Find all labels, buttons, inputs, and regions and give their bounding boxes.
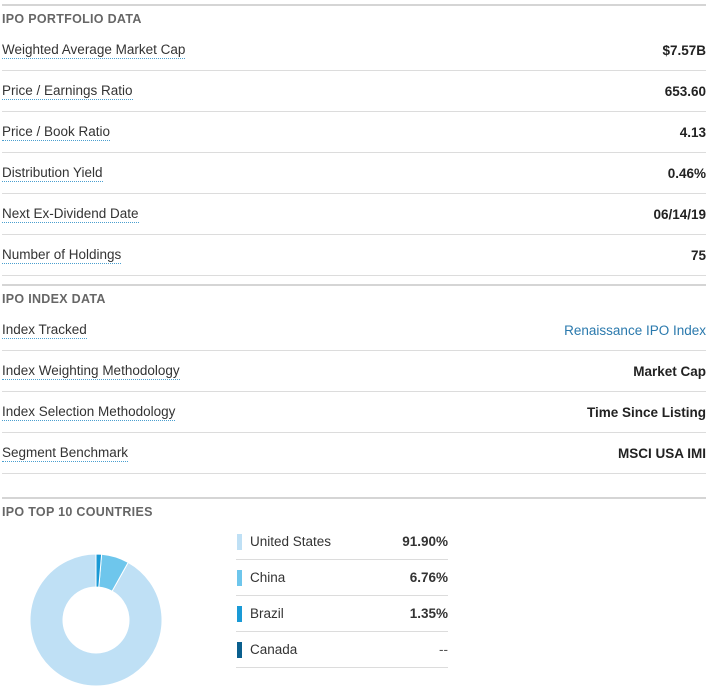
pb-ratio-label[interactable]: Price / Book Ratio	[2, 123, 111, 141]
country-name: China	[250, 570, 286, 585]
pb-ratio-value: 4.13	[679, 124, 706, 140]
segment-benchmark-value: MSCI USA IMI	[617, 445, 706, 461]
legend-item-canada: Canada --	[236, 632, 448, 668]
legend-swatch	[237, 569, 242, 586]
country-name: Brazil	[250, 606, 284, 621]
portfolio-row-holdings: Number of Holdings 75	[2, 235, 706, 276]
country-pct: --	[439, 642, 448, 657]
legend-item-united-states: United States 91.90%	[236, 524, 448, 560]
index-row-selection: Index Selection Methodology Time Since L…	[2, 392, 706, 433]
portfolio-row-distribution-yield: Distribution Yield 0.46%	[2, 153, 706, 194]
index-data-title: IPO INDEX DATA	[2, 284, 706, 310]
donut-slice-brazil[interactable]	[95, 553, 103, 588]
distribution-yield-value: 0.46%	[667, 165, 706, 181]
country-name: United States	[250, 534, 332, 549]
donut-slice-united-states[interactable]	[29, 553, 163, 687]
pe-ratio-value: 653.60	[664, 83, 706, 99]
index-row-benchmark: Segment Benchmark MSCI USA IMI	[2, 433, 706, 474]
portfolio-row-pe-ratio: Price / Earnings Ratio 653.60	[2, 71, 706, 112]
legend-swatch	[237, 605, 242, 622]
countries-legend: United States 91.90% China 6.76% Brazil …	[236, 524, 448, 668]
top-countries-section: IPO TOP 10 COUNTRIES	[2, 497, 706, 523]
holdings-label[interactable]: Number of Holdings	[2, 246, 122, 264]
market-cap-value: $7.57B	[662, 42, 706, 58]
donut-slice-china[interactable]	[98, 553, 129, 592]
countries-donut-chart	[29, 553, 163, 687]
index-row-weighting: Index Weighting Methodology Market Cap	[2, 351, 706, 392]
index-row-tracked: Index Tracked Renaissance IPO Index	[2, 310, 706, 351]
portfolio-row-pb-ratio: Price / Book Ratio 4.13	[2, 112, 706, 153]
legend-swatch	[237, 533, 242, 550]
ex-dividend-date-value: 06/14/19	[653, 206, 706, 222]
legend-swatch	[237, 641, 242, 658]
portfolio-row-market-cap: Weighted Average Market Cap $7.57B	[2, 30, 706, 71]
index-data-section: IPO INDEX DATA Index Tracked Renaissance…	[2, 284, 706, 474]
legend-item-china: China 6.76%	[236, 560, 448, 596]
top-countries-title: IPO TOP 10 COUNTRIES	[2, 497, 706, 523]
market-cap-label[interactable]: Weighted Average Market Cap	[2, 41, 186, 59]
country-pct: 1.35%	[409, 606, 448, 621]
distribution-yield-label[interactable]: Distribution Yield	[2, 164, 103, 182]
country-name: Canada	[250, 642, 298, 657]
portfolio-row-ex-dividend-date: Next Ex-Dividend Date 06/14/19	[2, 194, 706, 235]
weighting-methodology-value: Market Cap	[633, 363, 706, 379]
legend-item-brazil: Brazil 1.35%	[236, 596, 448, 632]
portfolio-data-title: IPO PORTFOLIO DATA	[2, 4, 706, 30]
ex-dividend-date-label[interactable]: Next Ex-Dividend Date	[2, 205, 139, 223]
index-tracked-link[interactable]: Renaissance IPO Index	[564, 322, 706, 338]
holdings-value: 75	[690, 247, 706, 263]
portfolio-data-section: IPO PORTFOLIO DATA Weighted Average Mark…	[2, 4, 706, 276]
pe-ratio-label[interactable]: Price / Earnings Ratio	[2, 82, 133, 100]
index-tracked-label[interactable]: Index Tracked	[2, 321, 87, 339]
country-pct: 6.76%	[409, 570, 448, 585]
selection-methodology-value: Time Since Listing	[586, 404, 706, 420]
selection-methodology-label[interactable]: Index Selection Methodology	[2, 403, 176, 421]
country-pct: 91.90%	[402, 534, 448, 549]
weighting-methodology-label[interactable]: Index Weighting Methodology	[2, 362, 180, 380]
segment-benchmark-label[interactable]: Segment Benchmark	[2, 444, 129, 462]
